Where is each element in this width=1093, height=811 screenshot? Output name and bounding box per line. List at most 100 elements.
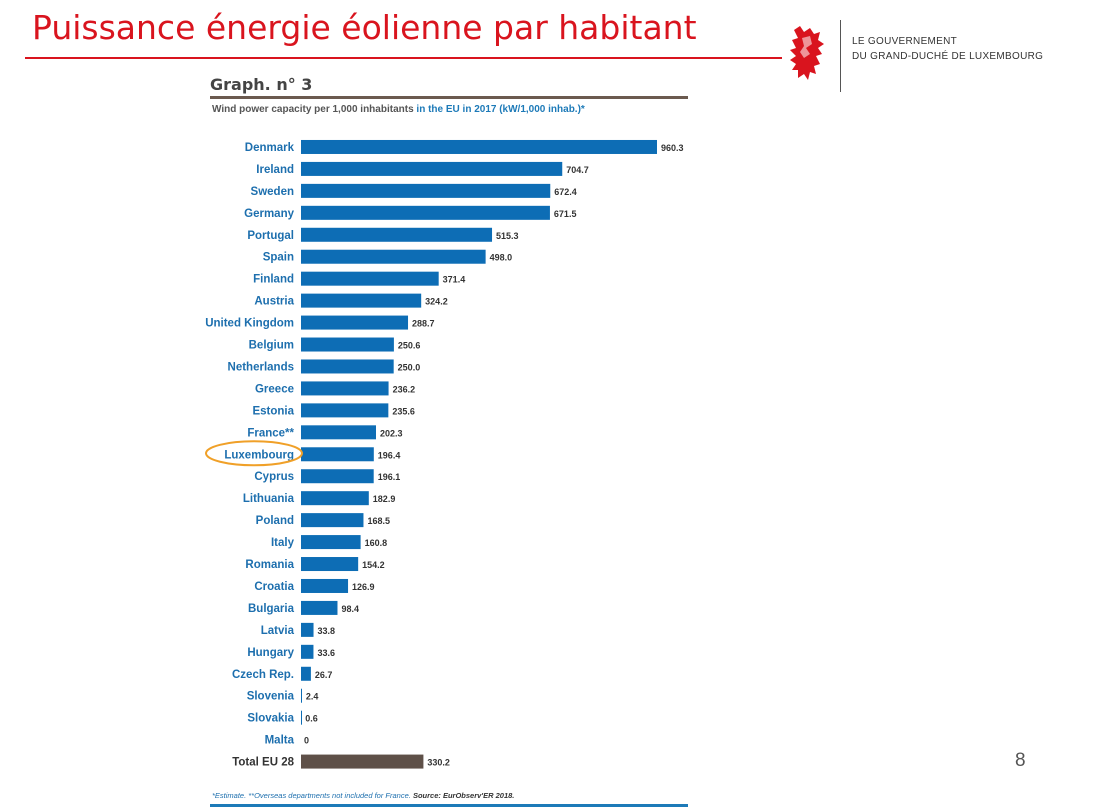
category-label-united-kingdom: United Kingdom [205,318,294,330]
footnote-estimate: *Estimate. **Overseas departments not in… [212,791,411,800]
value-label-austria: 324.2 [425,297,448,307]
value-label-estonia: 235.6 [392,406,415,416]
government-name: LE GOUVERNEMENT DU GRAND-DUCHÉ DE LUXEMB… [852,34,1043,64]
bar-netherlands [301,359,394,374]
category-label-romania: Romania [245,559,294,571]
bar-finland [301,271,439,286]
category-label-slovakia: Slovakia [247,713,294,725]
value-label-sweden: 672.4 [554,187,577,197]
chart-footnote: *Estimate. **Overseas departments not in… [212,791,514,800]
bar-luxembourg [301,447,374,462]
chart-title: Wind power capacity per 1,000 inhabitant… [212,104,585,115]
value-label-czech-rep: 26.7 [315,670,333,680]
bar-sweden [301,183,551,198]
chart-title-part-1: Wind power capacity per 1,000 inhabitant… [212,104,417,115]
footnote-source: Source: EurObserv'ER 2018. [412,791,515,800]
value-label-croatia: 126.9 [352,582,375,592]
bar-spain [301,249,486,264]
luxembourg-highlight-ring [205,440,303,467]
category-label-slovenia: Slovenia [247,691,295,703]
value-label-denmark: 960.3 [661,143,684,153]
category-label-germany: Germany [244,208,294,220]
graph-label-rule [210,96,688,99]
category-label-czech-rep: Czech Rep. [232,669,294,681]
category-label-poland: Poland [256,515,294,527]
bar-slovenia [301,688,302,703]
category-label-belgium: Belgium [249,340,294,352]
bar-denmark [301,139,657,154]
category-label-portugal: Portugal [247,230,294,242]
bar-portugal [301,227,493,242]
category-label-estonia: Estonia [252,405,294,417]
bar-italy [301,535,361,550]
value-label-portugal: 515.3 [496,231,519,241]
footnote-rule [210,804,688,807]
bar-hungary [301,644,314,659]
value-label-spain: 498.0 [490,253,513,263]
category-label-ireland: Ireland [256,164,294,176]
category-label-italy: Italy [271,537,295,549]
page-number: 8 [1015,750,1026,771]
government-line-2: DU GRAND-DUCHÉ DE LUXEMBOURG [852,51,1044,62]
value-label-bulgaria: 98.4 [341,604,359,614]
category-label-denmark: Denmark [245,142,295,154]
bar-latvia [301,622,314,637]
category-label-latvia: Latvia [261,625,295,637]
category-label-finland: Finland [253,274,294,286]
bar-total-eu-28 [301,754,424,769]
value-label-belgium: 250.6 [398,341,421,351]
value-label-netherlands: 250.0 [398,362,421,372]
category-label-lithuania: Lithuania [243,493,295,505]
value-label-germany: 671.5 [554,209,577,219]
category-label-sweden: Sweden [251,186,294,198]
bar-bulgaria [301,600,338,615]
value-label-romania: 154.2 [362,560,385,570]
bar-romania [301,557,359,572]
title-underline [25,57,782,59]
bar-france [301,425,376,440]
category-label-croatia: Croatia [254,581,294,593]
value-label-lithuania: 182.9 [373,494,396,504]
bar-estonia [301,403,389,418]
value-label-finland: 371.4 [443,275,466,285]
category-label-netherlands: Netherlands [228,361,294,373]
bar-croatia [301,578,349,593]
bar-ireland [301,161,563,176]
value-label-luxembourg: 196.4 [378,450,401,460]
category-label-greece: Greece [255,383,294,395]
chart-title-part-2: in the EU in 2017 (kW/1,000 inhab.)* [416,104,585,115]
government-divider [840,20,841,92]
category-label-luxembourg: Luxembourg [224,449,294,461]
slide-title: Puissance énergie éolienne par habitant [32,8,697,47]
value-label-total-eu-28: 330.2 [427,758,450,768]
category-label-malta: Malta [265,735,295,747]
government-line-1: LE GOUVERNEMENT [852,36,958,47]
value-label-malta: 0 [304,736,309,746]
bar-poland [301,513,364,528]
graph-number-label: Graph. n° 3 [210,75,313,94]
bar-czech-rep [301,666,311,681]
bar-belgium [301,337,394,352]
category-label-cyprus: Cyprus [254,471,294,483]
value-label-cyprus: 196.1 [378,472,401,482]
category-label-austria: Austria [254,296,294,308]
bar-greece [301,381,389,396]
value-label-slovakia: 0.6 [305,714,318,724]
bar-united-kingdom [301,315,409,330]
bar-cyprus [301,469,374,484]
category-label-total-eu-28: Total EU 28 [232,757,294,769]
value-label-poland: 168.5 [367,516,390,526]
value-label-france: 202.3 [380,428,403,438]
value-label-latvia: 33.8 [318,626,336,636]
category-label-bulgaria: Bulgaria [248,603,295,615]
bar-germany [301,205,550,220]
bar-lithuania [301,491,369,506]
value-label-greece: 236.2 [393,384,416,394]
bar-slovakia [301,710,302,725]
value-label-hungary: 33.6 [317,648,335,658]
category-label-hungary: Hungary [247,647,294,659]
luxembourg-lion-logo-icon [790,26,824,80]
value-label-united-kingdom: 288.7 [412,319,435,329]
value-label-slovenia: 2.4 [306,692,319,702]
